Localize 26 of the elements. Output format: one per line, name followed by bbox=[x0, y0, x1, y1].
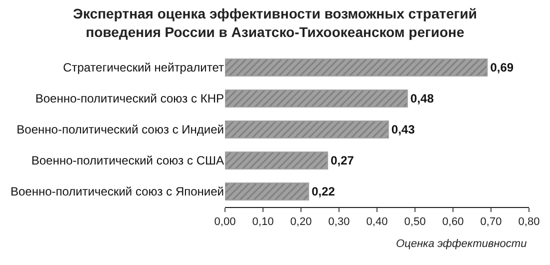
bar bbox=[225, 151, 328, 170]
y-tick-label: Стратегический нейтралитет bbox=[63, 60, 224, 75]
x-tick-label: 0,70 bbox=[480, 216, 502, 228]
x-tick-label: 0,60 bbox=[442, 216, 464, 228]
x-tick-label: 0,80 bbox=[518, 216, 540, 228]
bar bbox=[225, 58, 488, 77]
bar bbox=[225, 89, 408, 108]
x-tick-label: 0,00 bbox=[214, 216, 236, 228]
x-tick-label: 0,10 bbox=[252, 216, 274, 228]
x-axis-title: Оценка эффективности bbox=[396, 238, 527, 250]
x-tick-label: 0,30 bbox=[328, 216, 350, 228]
data-label: 0,22 bbox=[312, 184, 336, 199]
y-tick-label: Военно-политический союз с КНР bbox=[35, 92, 224, 106]
data-label: 0,48 bbox=[410, 92, 434, 106]
x-tick-label: 0,50 bbox=[404, 216, 426, 228]
data-label: 0,27 bbox=[330, 154, 354, 168]
chart-title: Экспертная оценка эффективности возможных стратегий поведения России в Азиатско-Тихоокеанском регионе bbox=[73, 6, 477, 40]
data-label: 0,43 bbox=[391, 122, 416, 136]
y-tick-label: Военно-политический союз с Индией bbox=[16, 122, 224, 137]
data-label: 0,69 bbox=[490, 60, 514, 75]
bar bbox=[225, 120, 389, 139]
x-tick-label: 0,20 bbox=[290, 216, 312, 228]
y-tick-label: Военно-политический союз с Японией bbox=[10, 184, 224, 199]
y-tick-label: Военно-политический союз с США bbox=[31, 154, 224, 168]
x-tick-label: 0,40 bbox=[366, 216, 388, 228]
bar bbox=[225, 182, 310, 201]
